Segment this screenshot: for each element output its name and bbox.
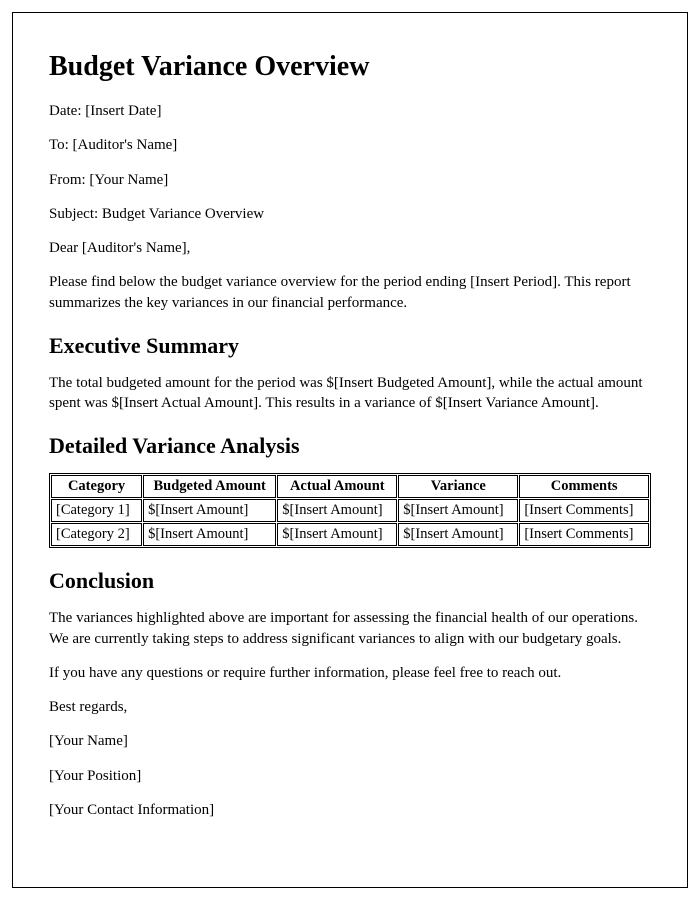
signoff-contact: [Your Contact Information] xyxy=(49,800,651,820)
executive-summary-body: The total budgeted amount for the period… xyxy=(49,373,651,414)
detailed-analysis-heading: Detailed Variance Analysis xyxy=(49,433,651,459)
col-comments: Comments xyxy=(519,475,649,498)
signoff-name: [Your Name] xyxy=(49,731,651,751)
col-budgeted: Budgeted Amount xyxy=(143,475,276,498)
table-row: [Category 2] $[Insert Amount] $[Insert A… xyxy=(51,523,649,546)
cell-category: [Category 2] xyxy=(51,523,142,546)
col-variance: Variance xyxy=(398,475,518,498)
cell-budgeted: $[Insert Amount] xyxy=(143,523,276,546)
to-line: To: [Auditor's Name] xyxy=(49,135,651,155)
cell-category: [Category 1] xyxy=(51,499,142,522)
cell-comments: [Insert Comments] xyxy=(519,499,649,522)
subject-line: Subject: Budget Variance Overview xyxy=(49,204,651,224)
signoff-position: [Your Position] xyxy=(49,766,651,786)
variance-table: Category Budgeted Amount Actual Amount V… xyxy=(49,473,651,548)
table-header-row: Category Budgeted Amount Actual Amount V… xyxy=(51,475,649,498)
cell-variance: $[Insert Amount] xyxy=(398,523,518,546)
salutation: Dear [Auditor's Name], xyxy=(49,238,651,258)
page-title: Budget Variance Overview xyxy=(49,51,651,83)
cell-actual: $[Insert Amount] xyxy=(277,523,397,546)
conclusion-p1: The variances highlighted above are impo… xyxy=(49,608,651,649)
cell-budgeted: $[Insert Amount] xyxy=(143,499,276,522)
cell-actual: $[Insert Amount] xyxy=(277,499,397,522)
table-row: [Category 1] $[Insert Amount] $[Insert A… xyxy=(51,499,649,522)
conclusion-heading: Conclusion xyxy=(49,568,651,594)
executive-summary-heading: Executive Summary xyxy=(49,333,651,359)
intro-paragraph: Please find below the budget variance ov… xyxy=(49,272,651,313)
document-page: Budget Variance Overview Date: [Insert D… xyxy=(12,12,688,888)
col-actual: Actual Amount xyxy=(277,475,397,498)
conclusion-p2: If you have any questions or require fur… xyxy=(49,663,651,683)
cell-variance: $[Insert Amount] xyxy=(398,499,518,522)
col-category: Category xyxy=(51,475,142,498)
date-line: Date: [Insert Date] xyxy=(49,101,651,121)
cell-comments: [Insert Comments] xyxy=(519,523,649,546)
signoff-regards: Best regards, xyxy=(49,697,651,717)
from-line: From: [Your Name] xyxy=(49,170,651,190)
